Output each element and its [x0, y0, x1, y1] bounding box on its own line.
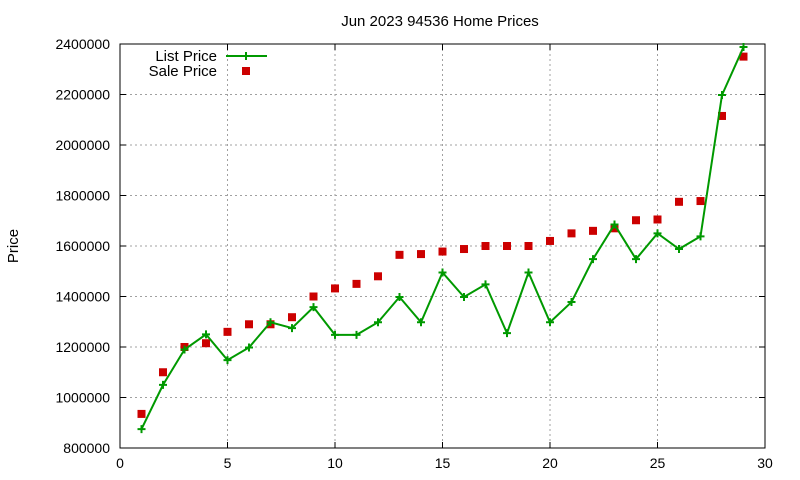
y-tick-label: 1400000 — [55, 289, 110, 305]
chart-title: Jun 2023 94536 Home Prices — [341, 13, 539, 30]
sale-price-point — [331, 284, 339, 293]
y-tick-label: 1600000 — [55, 238, 110, 254]
list-price-point — [653, 229, 662, 238]
legend: List Price Sale Price — [149, 48, 267, 80]
list-price-point — [309, 303, 318, 312]
x-tick-label: 25 — [650, 455, 666, 471]
list-price-point — [567, 298, 576, 307]
sale-price-point — [589, 226, 597, 235]
y-axis-label: Price — [5, 229, 22, 263]
x-tick-label: 20 — [542, 455, 558, 471]
y-tick-label: 1000000 — [55, 390, 110, 406]
x-tick-label: 10 — [327, 455, 343, 471]
y-tick-label: 800000 — [63, 440, 110, 456]
y-tick-label: 2000000 — [55, 137, 110, 153]
sale-price-point — [309, 292, 318, 301]
sale-price-point — [675, 197, 683, 206]
legend-label-sale-price: Sale Price — [149, 63, 217, 80]
sale-price-point — [481, 242, 490, 250]
sale-price-point — [245, 320, 253, 329]
sale-price-point — [503, 242, 511, 250]
list-price-point — [159, 380, 167, 389]
sale-price-point — [352, 279, 361, 288]
list-price-point — [546, 318, 554, 327]
list-price-point — [438, 268, 447, 277]
sale-price-point — [567, 229, 576, 238]
sale-price-point — [632, 216, 640, 225]
sale-price-point — [374, 272, 382, 281]
sale-price-point — [202, 339, 210, 348]
y-tick-label: 2200000 — [55, 87, 110, 103]
list-price-point — [460, 293, 468, 302]
sale-price-point — [696, 197, 705, 206]
sale-price-point — [223, 327, 232, 336]
list-price-point — [503, 329, 511, 338]
sale-price-point — [137, 409, 146, 418]
list-price-point — [739, 43, 748, 52]
list-price-point — [180, 345, 189, 354]
legend-label-list-price: List Price — [155, 48, 217, 65]
list-price-point — [202, 330, 210, 339]
list-price-point — [718, 91, 726, 100]
list-price-point — [481, 280, 490, 289]
list-price-point — [223, 356, 232, 365]
y-tick-label: 1800000 — [55, 188, 110, 204]
sale-price-point — [524, 242, 533, 250]
list-price-point — [632, 255, 640, 264]
x-tick-label: 0 — [116, 455, 124, 471]
y-tick-label: 2400000 — [55, 36, 110, 52]
sale-price-point — [159, 368, 167, 377]
list-price-point — [675, 245, 683, 254]
list-price-point — [589, 255, 597, 264]
sale-price-point — [288, 313, 296, 322]
x-tick-label: 30 — [757, 455, 773, 471]
list-price-point — [696, 232, 705, 241]
sale-price-point — [438, 247, 447, 256]
list-price-point — [417, 318, 425, 327]
list-price-point — [374, 318, 382, 327]
x-tick-label: 5 — [224, 455, 232, 471]
data-layer — [137, 43, 748, 434]
list-price-point — [266, 318, 275, 327]
sale-price-point — [546, 236, 554, 245]
list-price-point — [395, 293, 404, 302]
y-tick-label: 1200000 — [55, 339, 110, 355]
sale-price-point — [460, 245, 468, 254]
list-price-point — [137, 425, 146, 434]
list-price-point — [245, 343, 253, 352]
list-price-point — [524, 268, 533, 277]
list-price-point — [352, 330, 361, 339]
legend-swatch-sale-price — [242, 67, 250, 75]
sale-price-point — [718, 111, 726, 120]
sale-price-point — [395, 250, 404, 259]
legend-marker-list-price — [242, 52, 250, 60]
sale-price-point — [417, 250, 425, 259]
list-price-point — [610, 220, 619, 229]
sale-price-point — [653, 215, 662, 224]
list-price-point — [288, 324, 296, 333]
grid-lines — [120, 44, 765, 448]
sale-price-point — [739, 52, 748, 61]
axis-ticks: 0 5 10 15 20 25 30 800000 1000000 1200000 1400000 1… — [55, 36, 773, 471]
x-tick-label: 15 — [435, 455, 451, 471]
list-price-point — [331, 330, 339, 339]
